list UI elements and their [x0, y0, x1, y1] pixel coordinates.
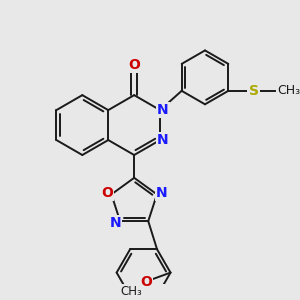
Text: N: N	[157, 103, 169, 117]
Text: O: O	[101, 185, 113, 200]
Text: O: O	[128, 58, 140, 72]
Text: N: N	[110, 216, 121, 230]
Text: CH₃: CH₃	[277, 84, 300, 97]
Text: N: N	[157, 133, 169, 147]
Text: O: O	[140, 275, 152, 289]
Text: N: N	[156, 185, 167, 200]
Text: S: S	[249, 84, 259, 98]
Text: CH₃: CH₃	[120, 285, 142, 298]
